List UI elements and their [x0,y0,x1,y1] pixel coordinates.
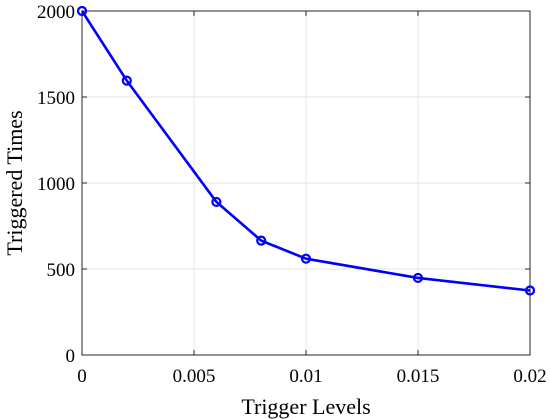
y-tick-label: 500 [47,260,76,281]
y-tick-labels: 0 500 1000 1500 2000 [37,2,75,367]
x-axis-title: Trigger Levels [241,394,370,419]
y-tick-label: 1500 [37,88,75,109]
x-tick-label: 0 [77,366,87,387]
x-tick-labels: 0 0.005 0.01 0.015 0.02 [77,366,546,387]
data-point-marker [412,272,424,284]
data-point-marker [256,235,267,246]
data-point-marker [211,196,222,208]
data-point-marker [300,253,312,264]
series-layer [76,5,536,296]
x-tick-label: 0.015 [397,366,440,387]
grid-lines [81,10,531,356]
x-tick-label: 0.005 [173,366,216,387]
data-point-marker [121,75,132,86]
data-point-marker [524,285,536,296]
y-tick-label: 1000 [37,174,75,195]
y-tick-label: 2000 [37,2,75,23]
data-point-marker [76,5,88,17]
x-tick-label: 0.02 [513,366,546,387]
x-tick-label: 0.01 [289,366,322,387]
y-axis-title: Triggered Times [2,110,27,255]
series-line-0 [80,10,531,292]
y-tick-label: 0 [66,346,76,367]
plot-area-border [81,10,531,356]
